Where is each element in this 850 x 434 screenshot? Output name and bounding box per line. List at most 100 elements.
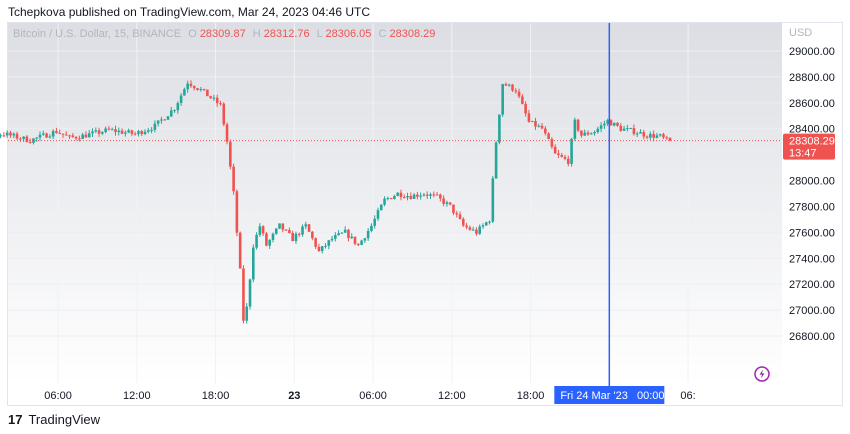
x-tick-label: 12:00: [123, 390, 151, 402]
y-tick-label: 27000.00: [789, 305, 835, 317]
candle: [599, 122, 603, 133]
candle: [238, 231, 242, 269]
candle: [32, 137, 35, 145]
candle: [78, 135, 81, 142]
candle: [399, 189, 403, 201]
candles: [0, 80, 672, 324]
candle: [524, 101, 527, 117]
lightning-icon[interactable]: [754, 366, 770, 382]
candle: [87, 130, 91, 138]
legend-close: 28308.29: [389, 28, 435, 40]
candle: [317, 243, 321, 252]
x-tick-label: 23: [288, 390, 300, 402]
candle: [429, 192, 432, 200]
candle: [242, 265, 245, 324]
legend-open-label: O: [188, 28, 197, 40]
y-tick-label: 27600.00: [789, 227, 835, 239]
legend-symbol: Bitcoin / U.S. Dollar, 15, BINANCE: [13, 28, 181, 40]
candle: [311, 230, 314, 241]
candle: [622, 125, 626, 131]
candle: [563, 154, 567, 161]
candle: [557, 149, 560, 159]
crosshair-time-tag: Fri 24 Mar '23 00:00: [554, 386, 665, 404]
y-tick-label: 26800.00: [789, 331, 835, 343]
candle: [199, 86, 203, 92]
candle: [156, 120, 160, 127]
candle: [629, 127, 632, 130]
candle: [261, 225, 265, 236]
candle: [478, 224, 482, 235]
candle: [350, 233, 354, 240]
candle: [41, 130, 45, 136]
candle: [353, 236, 357, 246]
candle: [0, 133, 2, 139]
candle: [507, 83, 511, 87]
candle: [626, 124, 629, 132]
candle: [143, 129, 147, 136]
candle: [596, 126, 600, 134]
candle: [258, 223, 262, 237]
candle: [547, 132, 550, 140]
candle: [28, 138, 32, 144]
candle: [432, 191, 436, 198]
candle: [9, 130, 12, 138]
legend: Bitcoin / U.S. Dollar, 15, BINANCE O 283…: [13, 28, 435, 40]
candle: [68, 134, 71, 139]
legend-low: 28306.05: [326, 28, 372, 40]
candle: [386, 196, 390, 201]
candle: [324, 242, 327, 249]
candle: [51, 129, 55, 139]
candle: [635, 131, 639, 138]
candle: [271, 232, 275, 243]
candle: [291, 230, 294, 242]
candle: [114, 125, 117, 136]
candle: [343, 226, 347, 233]
candle: [560, 152, 564, 158]
publish-info: Tchepkova published on TradingView.com, …: [8, 5, 370, 19]
candle: [209, 95, 212, 99]
chart-frame[interactable]: [7, 22, 843, 406]
candle: [281, 223, 285, 233]
candle: [632, 124, 636, 136]
x-tick-label: 06:00: [44, 390, 72, 402]
candle: [468, 225, 472, 231]
candle: [183, 87, 186, 96]
candle: [448, 202, 452, 206]
candle: [94, 127, 98, 133]
tradingview-brand[interactable]: TradingView: [28, 412, 101, 427]
candle: [169, 106, 173, 118]
y-tick-label: 28600.00: [789, 98, 835, 110]
price-axis[interactable]: 29000.00 28800.00 28600.00 28400.00 28000.00…: [789, 46, 835, 343]
candle: [163, 119, 167, 121]
candle: [71, 132, 75, 138]
candle: [389, 197, 393, 200]
candle: [91, 128, 94, 137]
candle: [327, 239, 331, 250]
candle: [251, 244, 255, 283]
candle: [127, 128, 130, 134]
candle: [573, 117, 577, 142]
candle: [173, 109, 176, 113]
tradingview-logo-icon[interactable]: 17: [8, 412, 23, 427]
candle: [104, 126, 107, 134]
candle: [320, 246, 324, 254]
candle: [110, 127, 114, 131]
candle: [268, 239, 272, 249]
candle: [639, 129, 642, 134]
x-tick-label: 18:00: [202, 390, 230, 402]
candle: [649, 131, 652, 140]
last-price-label: 28308.29: [789, 136, 835, 148]
candle: [619, 123, 623, 132]
x-tick-label: 06:00: [359, 390, 387, 402]
candle: [583, 129, 587, 136]
candle: [425, 191, 429, 200]
candle: [160, 116, 163, 124]
candle: [101, 131, 104, 136]
candle: [501, 83, 504, 117]
candle: [412, 193, 416, 200]
candle: [297, 232, 301, 238]
legend-open: 28309.87: [200, 28, 246, 40]
candle: [521, 93, 524, 105]
